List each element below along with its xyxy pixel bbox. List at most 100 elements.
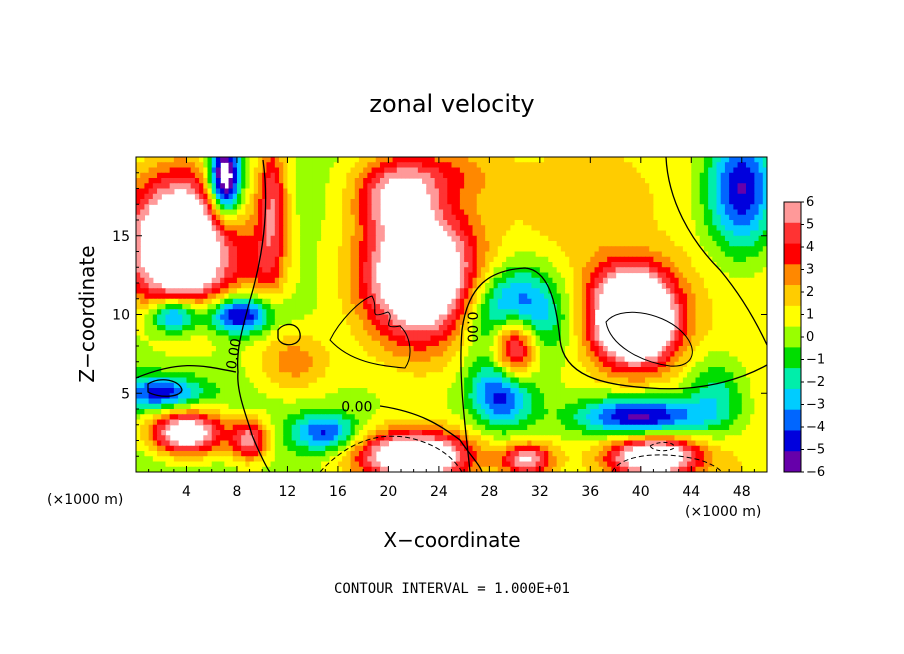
field-cell [224,319,230,326]
field-cell [754,199,760,205]
field-cell [350,330,356,337]
field-cell [506,167,511,174]
field-cell [741,178,747,184]
field-cell [165,361,171,368]
field-cell [455,199,461,205]
field-cell [371,272,377,279]
field-cell [422,346,427,352]
field-cell [586,340,591,347]
field-cell [203,293,209,300]
field-cell [523,246,528,253]
field-cell [661,193,667,200]
field-cell [350,209,356,216]
field-cell [350,251,356,258]
field-cell [691,225,697,232]
field-cell [556,340,562,347]
field-cell [140,288,146,295]
field-cell [497,319,503,326]
field-cell [157,193,162,200]
field-cell [220,330,225,337]
field-cell [363,262,368,268]
field-cell [199,183,204,190]
field-cell [724,346,730,352]
field-cell [304,183,310,190]
field-cell [295,272,301,279]
field-cell [152,351,158,358]
field-cell [144,204,150,211]
field-cell [712,188,718,195]
field-cell [640,230,646,237]
field-cell [691,272,697,279]
field-cell [304,335,310,342]
field-cell [182,319,188,326]
field-cell [241,309,246,316]
field-cell [409,356,415,363]
field-cell [716,325,722,331]
field-cell [459,220,465,226]
field-cell [506,325,511,331]
field-cell [392,314,398,321]
field-cell [762,241,767,247]
field-cell [413,162,419,169]
field-cell [304,256,310,263]
field-cell [501,235,507,242]
field-cell [354,209,360,216]
field-cell [468,214,474,221]
field-cell [266,288,272,295]
field-cell [464,246,469,253]
field-cell [249,309,255,316]
field-cell [232,172,238,179]
field-cell [510,214,516,221]
field-cell [140,172,146,179]
field-cell [581,199,587,205]
field-cell [346,325,352,331]
field-cell [510,188,516,195]
field-cell [148,188,154,195]
field-cell [232,351,238,358]
field-cell [695,167,701,174]
field-cell [455,361,461,368]
field-cell [329,309,335,316]
field-cell [342,298,347,305]
field-cell [358,225,364,232]
field-cell [464,293,469,300]
field-cell [501,230,507,237]
field-cell [480,319,486,326]
field-cell [657,220,663,226]
field-cell [316,319,322,326]
field-cell [556,214,562,221]
field-cell [661,230,667,237]
field-cell [691,346,697,352]
field-cell [279,356,284,363]
field-cell [615,162,621,169]
field-cell [640,241,646,247]
field-cell [560,183,566,190]
field-cell [178,304,183,310]
field-cell [476,178,482,184]
field-cell [544,314,549,321]
field-cell [661,272,667,279]
field-cell [346,214,352,221]
field-cell [451,157,457,163]
field-cell [733,167,739,174]
field-cell [531,319,537,326]
field-cell [682,241,688,247]
field-cell [379,335,385,342]
field-cell [556,335,562,342]
field-cell [745,330,751,337]
field-cell [236,277,242,284]
field-cell [716,277,722,284]
field-cell [476,356,482,363]
field-cell [308,204,314,211]
field-cell [758,172,764,179]
field-cell [497,199,503,205]
field-cell [548,314,554,321]
field-cell [371,314,377,321]
field-cell [560,235,566,242]
field-cell [552,346,558,352]
field-cell [169,288,175,295]
field-cell [194,288,200,295]
field-cell [573,246,579,253]
field-cell [245,183,251,190]
field-cell [506,361,511,368]
